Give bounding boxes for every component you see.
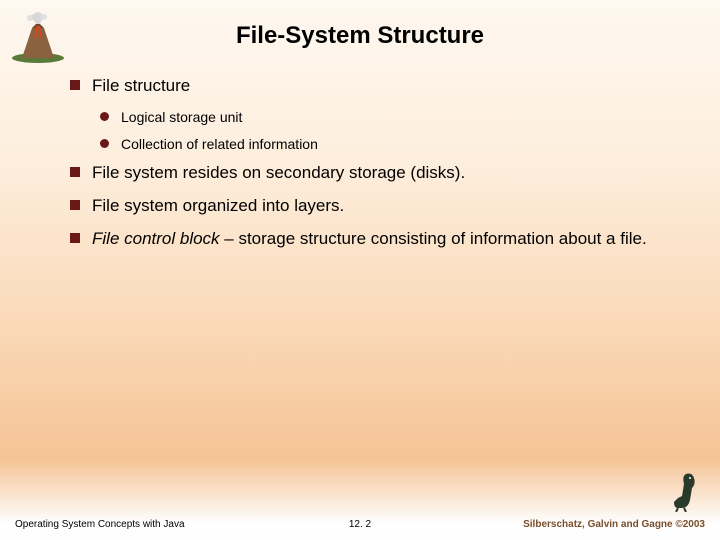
circle-bullet-icon <box>100 112 109 121</box>
bullet-main: File structure <box>70 75 680 98</box>
dinosaur-icon <box>668 470 702 512</box>
bullet-text: File system organized into layers. <box>92 195 344 218</box>
footer-left: Operating System Concepts with Java <box>15 519 185 530</box>
square-bullet-icon <box>70 200 80 210</box>
italic-term: File control block <box>92 229 220 248</box>
bullet-text: Collection of related information <box>121 135 318 154</box>
bullet-text: File system resides on secondary storage… <box>92 162 465 185</box>
bullet-text: File structure <box>92 75 190 98</box>
bullet-text: File control block – storage structure c… <box>92 228 647 251</box>
square-bullet-icon <box>70 167 80 177</box>
slide-title: File-System Structure <box>0 0 720 50</box>
footer-right: Silberschatz, Galvin and Gagne ©2003 <box>523 519 705 530</box>
bullet-rest: – storage structure consisting of inform… <box>220 229 647 248</box>
bullet-sub: Collection of related information <box>100 135 680 154</box>
bullet-main: File control block – storage structure c… <box>70 228 680 251</box>
volcano-icon <box>8 8 68 63</box>
circle-bullet-icon <box>100 139 109 148</box>
bullet-main: File system resides on secondary storage… <box>70 162 680 185</box>
footer: Operating System Concepts with Java 12. … <box>0 519 720 530</box>
square-bullet-icon <box>70 80 80 90</box>
square-bullet-icon <box>70 233 80 243</box>
footer-center: 12. 2 <box>349 519 371 530</box>
bullet-sub: Logical storage unit <box>100 108 680 127</box>
content-area: File structure Logical storage unit Coll… <box>0 50 720 251</box>
bullet-text: Logical storage unit <box>121 108 242 127</box>
bullet-main: File system organized into layers. <box>70 195 680 218</box>
